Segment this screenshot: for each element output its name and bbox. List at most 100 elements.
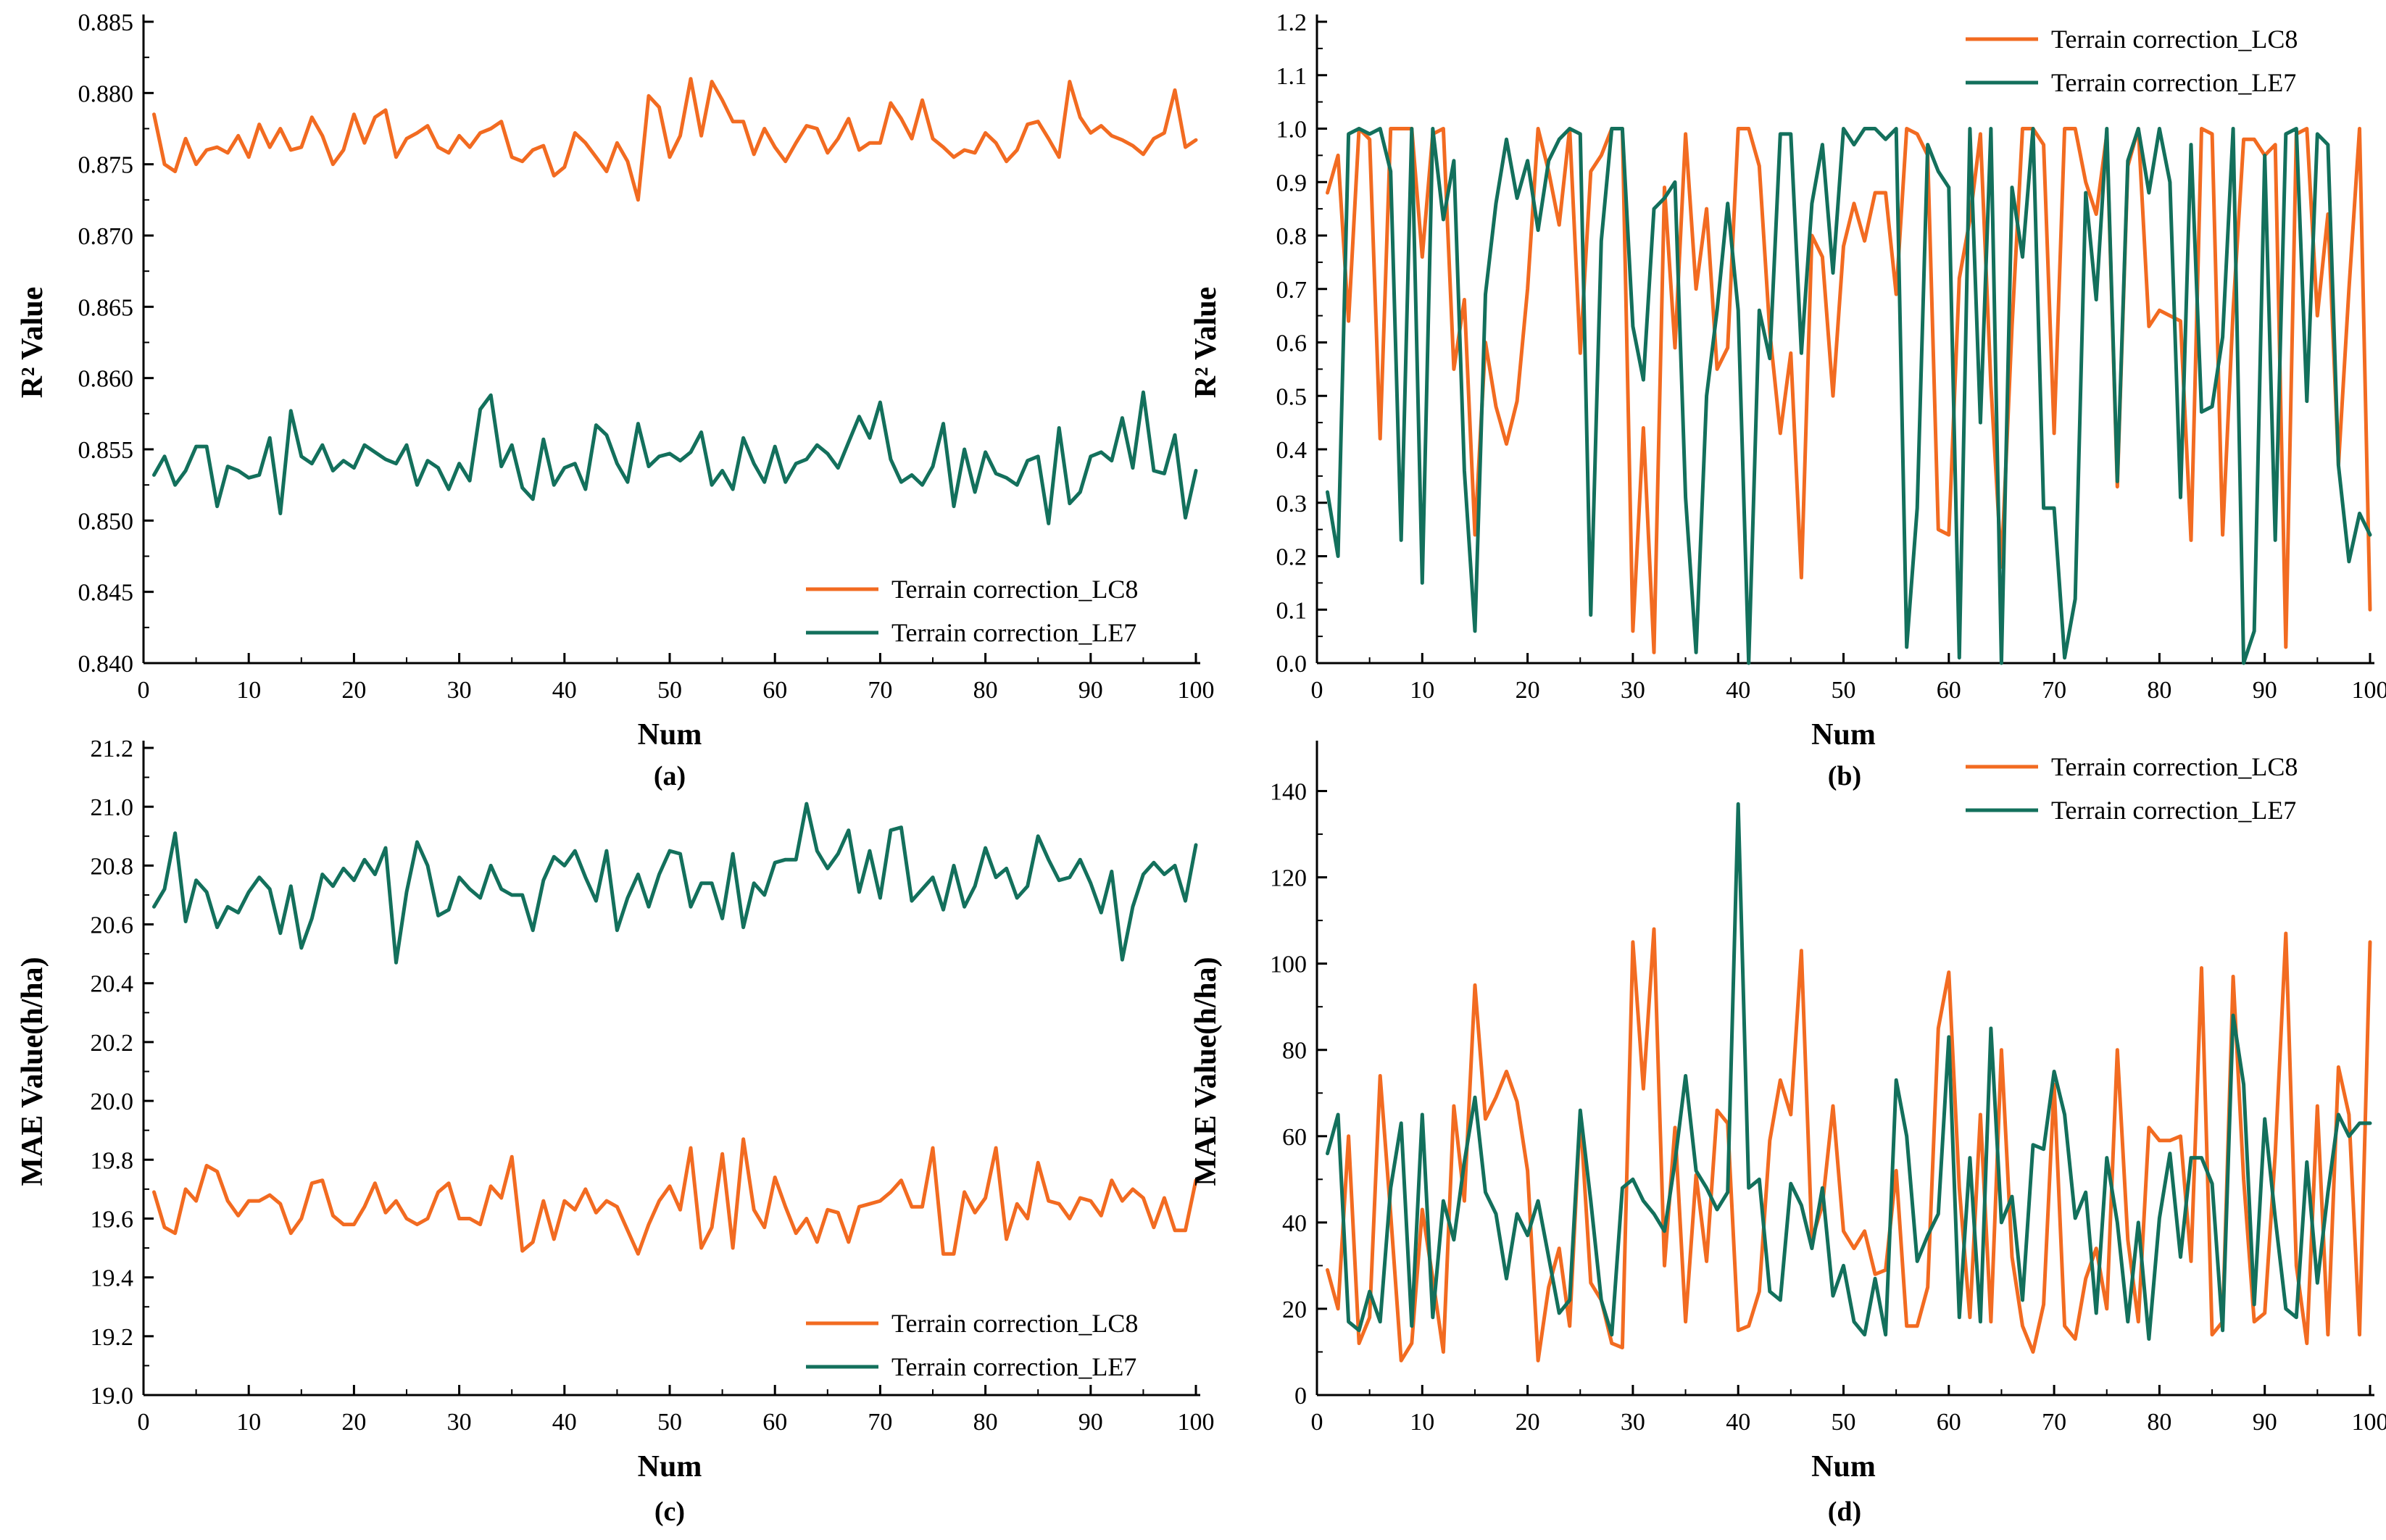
y-tick-label: 1.0 xyxy=(1276,117,1308,143)
x-axis-title: Num xyxy=(638,1450,702,1483)
y-tick-label: 20.4 xyxy=(91,971,134,998)
x-tick-label: 40 xyxy=(552,1409,577,1436)
x-tick-label: 80 xyxy=(973,677,998,704)
y-tick-label: 140 xyxy=(1270,779,1307,806)
legend-label-le7: Terrain correction_LE7 xyxy=(2051,796,2296,825)
x-axis-title: Num xyxy=(638,718,702,752)
series-line-lc8 xyxy=(152,1137,1198,1256)
legend-label-lc8: Terrain correction_LC8 xyxy=(2051,752,2298,781)
y-tick-label: 0.8 xyxy=(1276,223,1308,250)
y-tick-label: 20.2 xyxy=(91,1030,134,1057)
chart-panel-4: 0 10 20 30 40 50 60 70 80 90 100 0 20 40 60 80 100 120 140… xyxy=(1189,741,2386,1527)
legend-label-lc8: Terrain correction_LC8 xyxy=(891,1309,1138,1338)
y-tick-label: 19.8 xyxy=(91,1147,134,1174)
x-tick-label: 0 xyxy=(138,1409,150,1436)
series-line-le7 xyxy=(1326,127,2372,665)
y-tick-label: 0.6 xyxy=(1276,330,1308,357)
y-tick-label: 0.3 xyxy=(1276,491,1308,517)
series-line-lc8 xyxy=(1326,927,2372,1362)
x-tick-label: 100 xyxy=(2352,677,2386,704)
x-tick-label: 40 xyxy=(1726,677,1750,704)
y-tick-label: 0.870 xyxy=(78,223,134,250)
legend-label-le7: Terrain correction_LE7 xyxy=(2051,68,2296,97)
y-tick-label: 0.0 xyxy=(1276,651,1308,678)
panel-label: (c) xyxy=(654,1497,685,1527)
x-tick-label: 90 xyxy=(2253,1409,2277,1436)
y-tick-label: 0 xyxy=(1294,1383,1307,1410)
x-tick-label: 70 xyxy=(868,1409,892,1436)
y-tick-label: 0.845 xyxy=(78,580,134,607)
y-tick-label: 19.6 xyxy=(91,1206,134,1233)
x-tick-label: 10 xyxy=(1410,677,1434,704)
x-tick-label: 0 xyxy=(1311,1409,1323,1436)
x-axis-title: Num xyxy=(1811,1450,1876,1483)
y-tick-label: 0.850 xyxy=(78,508,134,535)
y-tick-label: 80 xyxy=(1282,1038,1307,1065)
y-tick-label: 19.2 xyxy=(91,1324,134,1351)
x-tick-label: 50 xyxy=(1832,677,1856,704)
x-tick-label: 80 xyxy=(973,1409,998,1436)
x-tick-label: 50 xyxy=(657,677,682,704)
y-tick-label: 20.6 xyxy=(91,912,134,939)
x-tick-label: 10 xyxy=(236,1409,261,1436)
chart-panel-2: 0 10 20 30 40 50 60 70 80 90 100 0.0 0.1 0.2 0.3 0.4 0.5… xyxy=(1189,9,2386,791)
legend-label-le7: Terrain correction_LE7 xyxy=(891,1352,1136,1381)
panel-label: (d) xyxy=(1828,1497,1861,1527)
x-tick-label: 0 xyxy=(138,677,150,704)
x-tick-label: 70 xyxy=(868,677,892,704)
x-tick-label: 60 xyxy=(1937,1409,1961,1436)
y-tick-label: 0.4 xyxy=(1276,437,1308,464)
x-tick-label: 100 xyxy=(2352,1409,2386,1436)
y-tick-label: 0.885 xyxy=(78,9,134,36)
x-tick-label: 20 xyxy=(1516,677,1540,704)
panel-label: (a) xyxy=(654,761,686,791)
x-tick-label: 20 xyxy=(341,1409,366,1436)
y-axis-title: MAE Value(h/ha) xyxy=(1189,957,1223,1186)
y-tick-label: 0.2 xyxy=(1276,544,1308,571)
x-axis-title: Num xyxy=(1811,718,1876,752)
y-tick-label: 0.9 xyxy=(1276,170,1308,196)
legend-label-le7: Terrain correction_LE7 xyxy=(891,618,1136,647)
x-tick-label: 70 xyxy=(2042,1409,2066,1436)
x-tick-label: 90 xyxy=(2253,677,2277,704)
y-tick-label: 1.2 xyxy=(1276,9,1308,36)
x-tick-label: 90 xyxy=(1078,1409,1103,1436)
x-tick-label: 30 xyxy=(1621,677,1645,704)
x-tick-label: 0 xyxy=(1311,677,1323,704)
x-tick-label: 60 xyxy=(762,677,787,704)
x-tick-label: 90 xyxy=(1078,677,1103,704)
y-tick-label: 0.7 xyxy=(1276,277,1308,304)
y-tick-label: 1.1 xyxy=(1276,63,1308,90)
x-tick-label: 20 xyxy=(1516,1409,1540,1436)
series-line-le7 xyxy=(152,390,1198,525)
y-tick-label: 40 xyxy=(1282,1210,1307,1237)
y-tick-label: 0.880 xyxy=(78,80,134,107)
chart-panel-1: 0 10 20 30 40 50 60 70 80 90 100 0.840 0.845 0.850 0.8… xyxy=(16,9,1215,791)
y-tick-label: 120 xyxy=(1270,865,1307,892)
x-tick-label: 50 xyxy=(657,1409,682,1436)
y-axis-title: R² Value xyxy=(16,287,49,399)
y-tick-label: 0.865 xyxy=(78,294,134,321)
x-tick-label: 10 xyxy=(1410,1409,1434,1436)
x-tick-label: 20 xyxy=(341,677,366,704)
y-axis-title: R² Value xyxy=(1189,287,1223,399)
x-tick-label: 60 xyxy=(1937,677,1961,704)
y-tick-label: 20.8 xyxy=(91,853,134,880)
y-axis-title: MAE Value(h/ha) xyxy=(16,957,49,1186)
x-tick-label: 30 xyxy=(447,1409,472,1436)
y-tick-label: 0.860 xyxy=(78,366,134,393)
x-tick-label: 40 xyxy=(1726,1409,1750,1436)
x-tick-label: 30 xyxy=(447,677,472,704)
y-tick-label: 60 xyxy=(1282,1124,1307,1151)
series-line-le7 xyxy=(152,802,1198,965)
y-tick-label: 20.0 xyxy=(91,1089,134,1115)
legend-label-lc8: Terrain correction_LC8 xyxy=(2051,25,2298,54)
y-tick-label: 19.4 xyxy=(91,1265,134,1292)
x-tick-label: 10 xyxy=(236,677,261,704)
series-line-le7 xyxy=(1326,802,2372,1341)
legend-label-lc8: Terrain correction_LC8 xyxy=(891,575,1138,604)
y-tick-label: 0.1 xyxy=(1276,597,1308,624)
x-tick-label: 60 xyxy=(762,1409,787,1436)
series-line-lc8 xyxy=(1326,127,2372,654)
